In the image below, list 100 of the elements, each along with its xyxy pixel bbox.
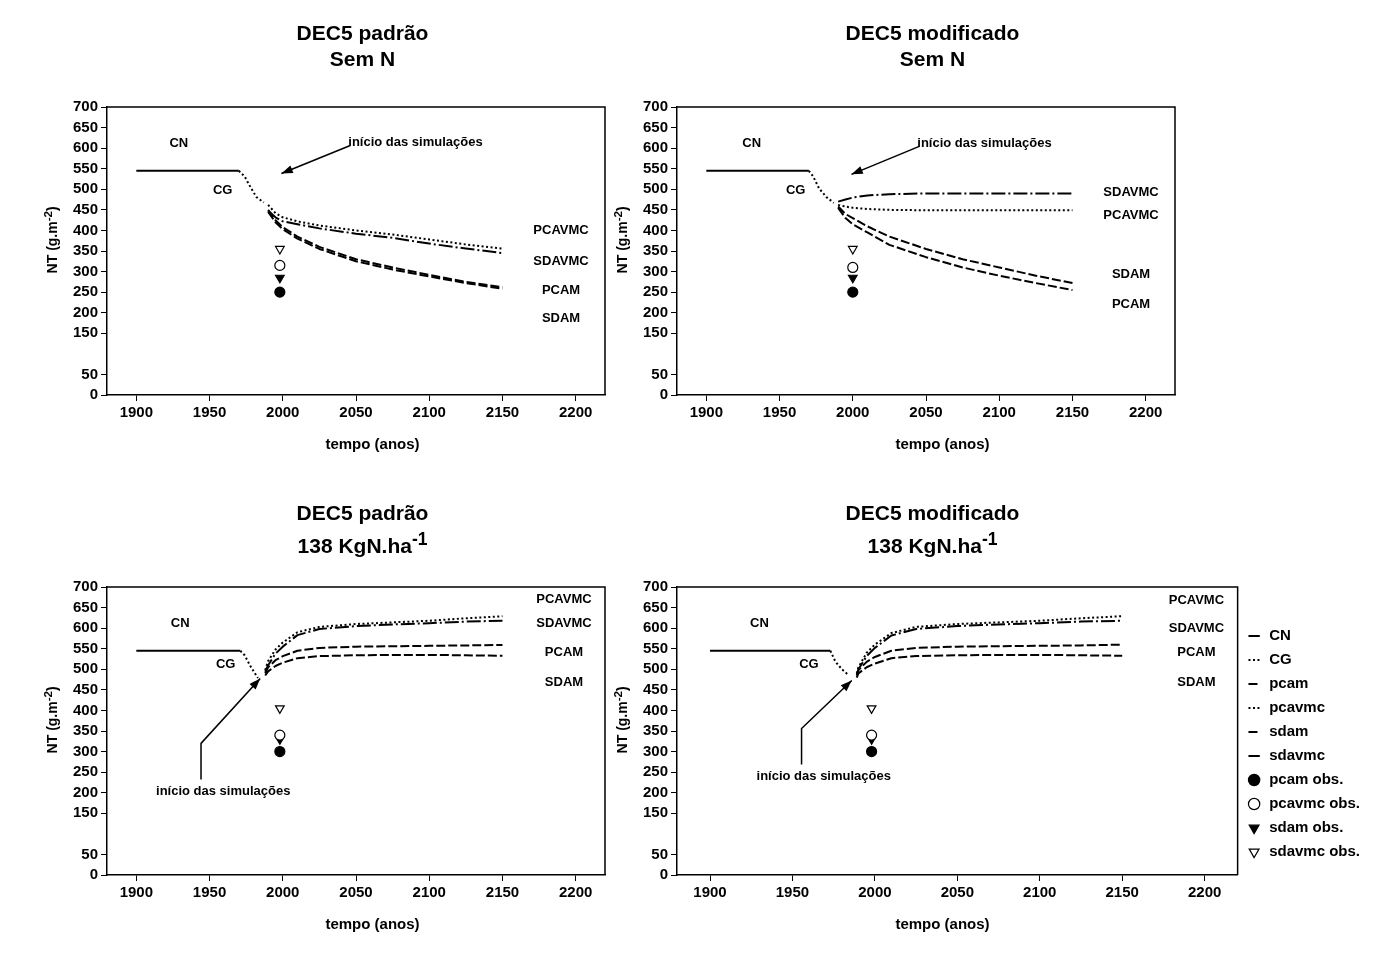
y-tick-label: 600 (73, 618, 99, 636)
x-tick-label: 2200 (559, 883, 593, 901)
chart-subtitle: Sem N (899, 47, 966, 70)
y-tick-label: 50 (81, 364, 99, 382)
annotation: PCAM (544, 644, 584, 660)
annotation: SDAM (544, 673, 584, 689)
y-tick-label: 400 (643, 700, 669, 718)
annotation: SDAVMC (536, 614, 593, 630)
y-tick-label: 200 (643, 782, 669, 800)
x-tick-label: 1950 (192, 883, 227, 901)
y-tick-label: 300 (73, 741, 99, 759)
y-tick-label: 250 (643, 282, 669, 300)
x-axis-title: tempo (anos) (324, 435, 421, 452)
y-tick-label: 700 (643, 577, 669, 595)
y-tick-label: 250 (73, 282, 99, 300)
annotation: início das simulações (917, 134, 1052, 150)
y-tick-label: 50 (651, 844, 669, 862)
y-tick-label: 0 (89, 385, 99, 403)
x-tick-label: 2150 (1055, 403, 1090, 421)
y-tick-label: 300 (643, 741, 669, 759)
x-tick-label: 1950 (775, 883, 810, 901)
chart-title: DEC5 padrão (296, 501, 429, 524)
legend-label: sdam obs. (1269, 818, 1344, 836)
y-tick-label: 350 (73, 721, 99, 739)
y-tick-label: 300 (73, 261, 99, 279)
y-tick-label: 200 (643, 302, 669, 320)
annotation: PCAM (1111, 296, 1151, 312)
chart-title: DEC5 modificado (845, 21, 1020, 44)
y-tick-label: 200 (73, 302, 99, 320)
annotation: PCAVMC (533, 222, 590, 238)
annotation: PCAVMC (1168, 592, 1225, 608)
y-tick-label: 400 (73, 220, 99, 238)
x-tick-label: 2100 (1023, 883, 1057, 901)
y-tick-label: 300 (643, 261, 669, 279)
annotation: PCAM (541, 281, 581, 297)
y-tick-label: 0 (659, 865, 669, 883)
chart-subtitle: Sem N (329, 47, 396, 70)
y-tick-label: 500 (73, 659, 99, 677)
y-tick-label: 350 (643, 721, 669, 739)
y-tick-label: 600 (643, 618, 669, 636)
x-tick-label: 1900 (119, 403, 154, 421)
annotation: início das simulações (156, 782, 291, 798)
x-tick-label: 2150 (1105, 883, 1139, 901)
x-tick-label: 2100 (412, 883, 446, 901)
y-tick-label: 700 (73, 97, 99, 115)
x-tick-label: 2000 (266, 403, 300, 421)
y-tick-label: 650 (73, 597, 99, 615)
x-tick-label: 2200 (559, 403, 593, 421)
y-tick-label: 350 (73, 241, 99, 259)
y-tick-label: 700 (643, 97, 669, 115)
y-tick-label: 200 (73, 782, 99, 800)
x-tick-label: 1900 (693, 883, 727, 901)
legend-label: sdavmc (1269, 746, 1325, 764)
series-label: CG (215, 655, 236, 671)
y-tick-label: 150 (643, 323, 669, 341)
x-tick-label: 2050 (339, 403, 373, 421)
y-tick-label: 500 (73, 179, 99, 197)
chart-title: DEC5 padrão (296, 21, 429, 44)
series-label: CG (212, 181, 233, 197)
annotation: SDAVMC (533, 252, 590, 268)
y-tick-label: 550 (643, 158, 669, 176)
x-tick-label: 2200 (1187, 883, 1222, 901)
annotation: SDAM (541, 310, 581, 326)
annotation: início das simulações (348, 134, 483, 150)
x-tick-label: 1950 (192, 403, 227, 421)
annotation: SDAVMC (1168, 619, 1225, 635)
y-tick-label: 450 (73, 680, 99, 697)
text: CN (750, 614, 769, 630)
y-tick-label: 450 (643, 200, 669, 217)
x-tick-label: 2100 (412, 403, 446, 421)
y-tick-label: 50 (81, 844, 99, 862)
text: CG (799, 655, 819, 671)
y-tick-label: 650 (73, 117, 99, 135)
y-tick-label: 550 (73, 638, 99, 656)
x-axis-title: tempo (anos) (894, 435, 991, 452)
y-tick-label: 150 (643, 803, 669, 821)
y-tick-label: 150 (73, 323, 99, 341)
legend-label: CG (1269, 650, 1292, 668)
series-label: CG (785, 181, 806, 197)
x-tick-label: 1900 (119, 883, 154, 901)
y-tick-label: 550 (73, 158, 99, 176)
y-tick-label: 150 (73, 803, 99, 821)
y-tick-label: 50 (651, 364, 669, 382)
series-label: CN (742, 134, 762, 150)
annotation: PCAVMC (1103, 207, 1160, 223)
y-tick-label: 450 (73, 200, 99, 217)
legend-label: pcam obs. (1269, 770, 1344, 788)
y-tick-label: 650 (643, 597, 669, 615)
annotation: SDAVMC (1103, 184, 1160, 200)
x-tick-label: 2050 (940, 883, 975, 901)
x-tick-label: 2100 (982, 403, 1016, 421)
x-tick-label: 2200 (1129, 403, 1163, 421)
legend-label: sdam (1269, 722, 1309, 740)
chart-title: DEC5 modificado (845, 501, 1020, 524)
y-tick-label: 550 (643, 638, 669, 656)
x-tick-label: 2150 (485, 403, 520, 421)
y-tick-label: 600 (643, 138, 669, 156)
y-tick-label: 0 (659, 385, 669, 403)
annotation: SDAM (1111, 266, 1151, 282)
x-axis-title: tempo (anos) (324, 915, 421, 932)
